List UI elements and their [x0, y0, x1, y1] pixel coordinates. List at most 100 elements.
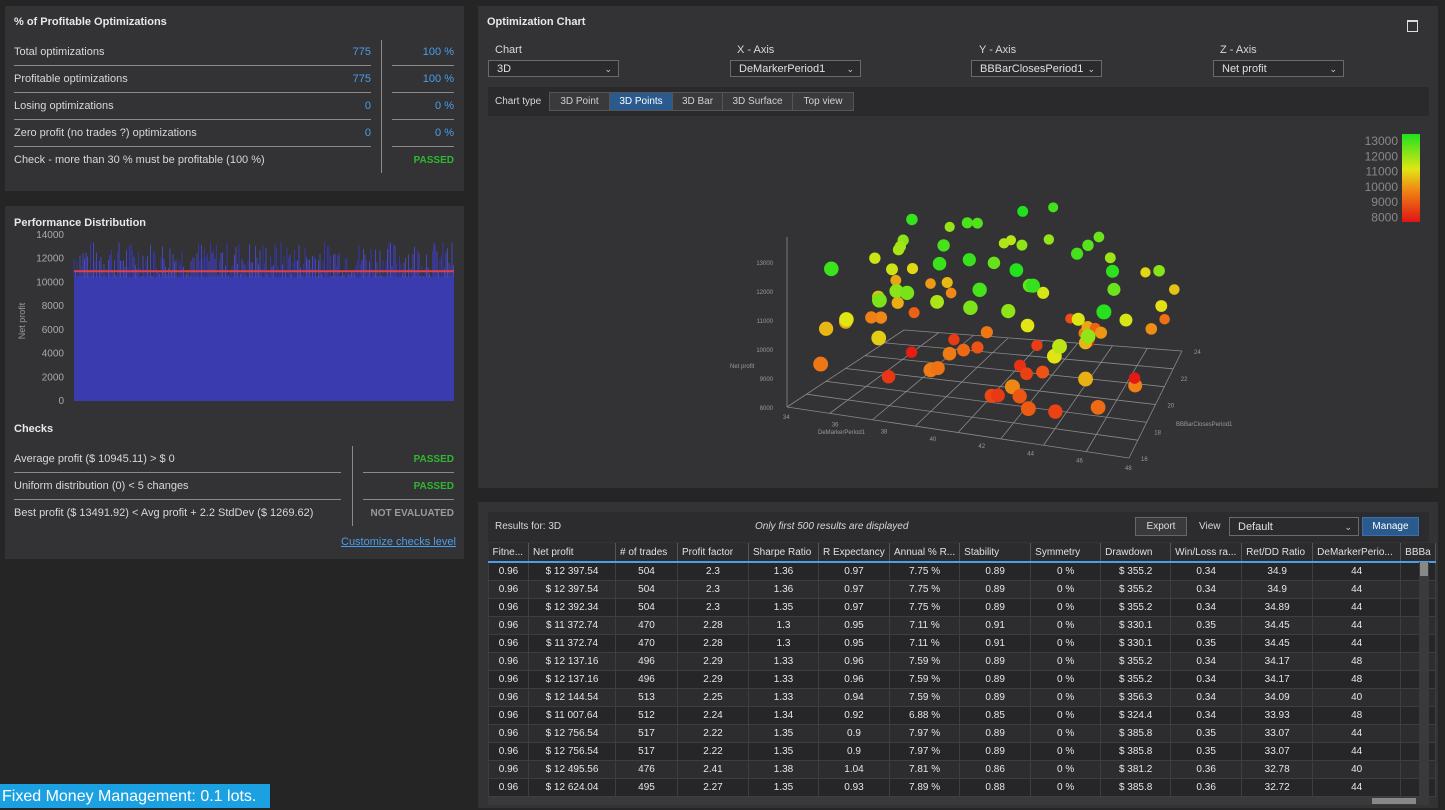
table-cell: 2.22	[677, 742, 749, 761]
x-tick-label: 42	[978, 444, 985, 450]
scatter-point	[813, 356, 829, 372]
scrollbar-thumb[interactable]	[1420, 562, 1428, 576]
table-cell: 0.88	[959, 778, 1032, 797]
checks-title: Checks	[14, 423, 54, 435]
grid-line	[825, 380, 1147, 423]
check-row-label: Average profit ($ 10945.11) > $ 0	[14, 453, 175, 465]
table-cell: 0.94	[818, 688, 890, 707]
customize-checks-link[interactable]: Customize checks level	[341, 536, 456, 548]
column-header[interactable]: Ret/DD Ratio	[1241, 543, 1314, 563]
y-axis-select[interactable]: BBBarClosesPeriod1 ⌄	[971, 60, 1102, 77]
z-tick-label: 13000	[756, 261, 773, 267]
scatter-point	[1031, 339, 1043, 352]
table-cell: 40	[1312, 688, 1402, 707]
column-header[interactable]: Annual % R...	[889, 543, 961, 563]
table-row[interactable]: 0.96 $ 12 137.16 496 2.29 1.33 0.96 7.59 % 0.89…	[488, 652, 1436, 671]
column-header[interactable]: DeMarkerPerio...	[1312, 543, 1402, 563]
profitable-check-label: Check - more than 30 % must be profitabl…	[14, 154, 265, 166]
table-cell: 44	[1312, 616, 1402, 635]
table-cell	[1400, 778, 1436, 797]
column-header[interactable]: Stability	[959, 543, 1032, 563]
column-header[interactable]: BBBa	[1400, 543, 1436, 563]
x-axis-select[interactable]: DeMarkerPeriod1 ⌄	[730, 60, 861, 77]
table-cell: 0.9	[818, 742, 890, 761]
table-cell: 0.89	[959, 742, 1032, 761]
column-header[interactable]: Sharpe Ratio	[748, 543, 819, 563]
scatter-point	[1001, 304, 1016, 319]
scatter-point	[905, 346, 918, 358]
column-header[interactable]: Net profit	[528, 543, 616, 563]
table-cell: 0.96	[488, 760, 529, 779]
colorbar-tick-label: 8000	[1371, 211, 1398, 225]
column-header[interactable]: Symmetry	[1030, 543, 1102, 563]
table-row[interactable]: 0.96 $ 12 756.54 517 2.22 1.35 0.9 7.97 % 0.89 0…	[488, 742, 1436, 761]
table-row[interactable]: 0.96 $ 12 397.54 504 2.3 1.36 0.97 7.75 % 0.89 0…	[488, 561, 1436, 581]
profitable-row-percent: 0 %	[435, 127, 454, 139]
scatter-point	[874, 311, 888, 324]
table-cell: 0.91	[959, 634, 1032, 653]
table-row[interactable]: 0.96 $ 11 372.74 470 2.28 1.3 0.95 7.11 % 0.91 0…	[488, 634, 1436, 653]
view-select[interactable]: Default ⌄	[1229, 517, 1359, 536]
scatter-point	[971, 217, 983, 229]
chart-select[interactable]: 3D ⌄	[488, 60, 619, 77]
table-cell: 0.34	[1170, 706, 1243, 725]
grid-line	[864, 355, 1165, 388]
table-cell: 495	[615, 778, 678, 797]
profitable-title: % of Profitable Optimizations	[14, 16, 167, 28]
table-row[interactable]: 0.96 $ 12 144.54 513 2.25 1.33 0.94 7.59 % 0.89…	[488, 688, 1436, 707]
table-cell: 0.96	[488, 580, 529, 599]
colorbar-tick-label: 9000	[1371, 195, 1398, 209]
chart-type-3d-bar[interactable]: 3D Bar	[672, 92, 723, 111]
chart-type-3d-surface[interactable]: 3D Surface	[722, 92, 793, 111]
column-header[interactable]: R Expectancy	[818, 543, 890, 563]
scatter-point	[945, 287, 957, 299]
chart-type-top-view[interactable]: Top view	[792, 92, 854, 111]
table-cell: 7.81 %	[888, 760, 961, 779]
colorbar-tick-label: 13000	[1365, 134, 1399, 148]
table-cell: 0.36	[1170, 760, 1243, 779]
scatter-point	[1096, 304, 1112, 320]
manage-button[interactable]: Manage	[1362, 517, 1419, 536]
scatter-point	[1093, 231, 1105, 243]
row-divider	[363, 499, 454, 500]
chart-type-3d-point[interactable]: 3D Point	[549, 92, 610, 111]
export-button[interactable]: Export	[1135, 517, 1187, 536]
column-header[interactable]: Win/Loss ra...	[1170, 543, 1243, 563]
column-header[interactable]: Profit factor	[677, 543, 749, 563]
table-cell: 44	[1312, 724, 1402, 743]
vertical-scrollbar[interactable]	[1419, 562, 1429, 800]
table-cell	[1400, 688, 1436, 707]
performance-ytick: 8000	[42, 301, 65, 312]
table-row[interactable]: 0.96 $ 12 137.16 496 2.29 1.33 0.96 7.59 % 0.89…	[488, 670, 1436, 689]
table-row[interactable]: 0.96 $ 11 007.64 512 2.24 1.34 0.92 6.88 % 0.85…	[488, 706, 1436, 725]
table-cell: 504	[615, 598, 678, 617]
column-header[interactable]: Drawdown	[1100, 543, 1172, 563]
z-tick-label: 8000	[760, 406, 774, 412]
table-row[interactable]: 0.96 $ 12 624.04 495 2.27 1.35 0.93 7.89 % 0.88…	[488, 778, 1436, 797]
horizontal-scrollbar[interactable]	[488, 797, 1429, 805]
maximize-icon[interactable]	[1407, 20, 1418, 32]
scatter-point	[890, 274, 902, 286]
table-row[interactable]: 0.96 $ 11 372.74 470 2.28 1.3 0.95 7.11 % 0.91 0…	[488, 616, 1436, 635]
table-cell: 7.11 %	[888, 634, 961, 653]
h-scrollbar-thumb[interactable]	[1372, 798, 1416, 804]
z-axis-select[interactable]: Net profit ⌄	[1213, 60, 1344, 77]
table-row[interactable]: 0.96 $ 12 756.54 517 2.22 1.35 0.9 7.97 % 0.89 0…	[488, 724, 1436, 743]
table-row[interactable]: 0.96 $ 12 397.54 504 2.3 1.36 0.97 7.75 % 0.89 0…	[488, 580, 1436, 599]
profitable-panel: % of Profitable Optimizations	[5, 6, 464, 191]
column-header[interactable]: Fitne...	[488, 543, 529, 563]
scatter-point	[1012, 389, 1027, 404]
y-axis-label: Y - Axis	[979, 44, 1017, 56]
z-tick-label: 9000	[760, 377, 774, 383]
table-row[interactable]: 0.96 $ 12 392.34 504 2.3 1.35 0.97 7.75 % 0.89 0…	[488, 598, 1436, 617]
chart-type-3d-points[interactable]: 3D Points	[609, 92, 673, 111]
table-cell: 2.3	[677, 580, 749, 599]
scatter-point	[963, 300, 978, 316]
table-row[interactable]: 0.96 $ 12 495.56 476 2.41 1.38 1.04 7.81 % 0.86…	[488, 760, 1436, 779]
chevron-down-icon: ⌄	[846, 64, 854, 74]
table-cell	[1400, 760, 1436, 779]
x-tick-label: 44	[1027, 451, 1034, 457]
z-tick-label: 12000	[756, 290, 773, 296]
column-header[interactable]: # of trades	[615, 543, 678, 563]
